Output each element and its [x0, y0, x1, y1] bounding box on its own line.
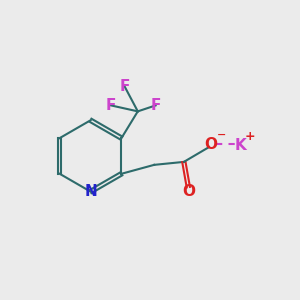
Text: +: + [244, 130, 255, 142]
Text: O: O [204, 136, 217, 152]
Text: F: F [119, 79, 130, 94]
Text: O: O [182, 184, 195, 199]
Text: K: K [235, 138, 246, 153]
Text: N: N [84, 184, 97, 199]
Text: F: F [150, 98, 161, 113]
Text: F: F [106, 98, 116, 113]
Text: −: − [217, 130, 226, 140]
